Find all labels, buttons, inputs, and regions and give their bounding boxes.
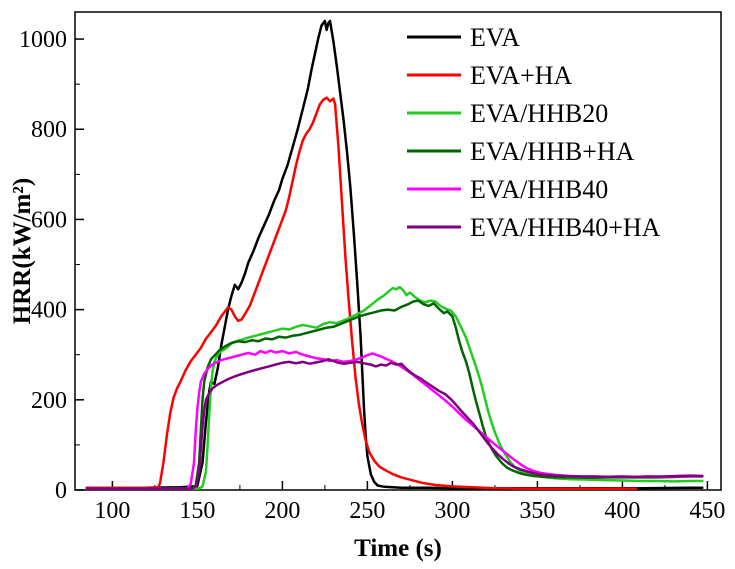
x-tick-label: 300 xyxy=(434,498,470,524)
series-line-eva-hhb-ha xyxy=(85,299,704,490)
y-tick-label: 200 xyxy=(31,388,67,414)
y-tick-label: 400 xyxy=(31,298,67,324)
x-tick-label: 400 xyxy=(604,498,640,524)
legend-label-eva-hhb-ha: EVA/HHB+HA xyxy=(470,137,635,166)
y-tick-label: 1000 xyxy=(19,27,67,53)
series-line-eva-hhb20 xyxy=(85,285,704,490)
x-axis-title: Time (s) xyxy=(354,535,442,562)
series-line-eva-hhb40 xyxy=(85,349,704,490)
y-axis-title: HRR(kW/m²) xyxy=(9,178,36,324)
x-tick-label: 150 xyxy=(179,498,215,524)
legend-label-eva-ha: EVA+HA xyxy=(470,61,573,90)
x-tick-label: 250 xyxy=(349,498,385,524)
legend-label-eva-hhb40: EVA/HHB40 xyxy=(470,175,608,204)
y-tick-label: 0 xyxy=(55,478,67,504)
x-tick-label: 350 xyxy=(519,498,555,524)
y-tick-label: 600 xyxy=(31,207,67,233)
x-tick-label: 450 xyxy=(689,498,725,524)
legend-label-eva-hhb20: EVA/HHB20 xyxy=(470,99,608,128)
axes: 100 150 200 250 300 350 400 450 0 200 400 600 800 100… xyxy=(19,27,725,524)
series-line-eva xyxy=(85,19,704,490)
legend-label-eva: EVA xyxy=(470,23,520,52)
y-tick-label: 800 xyxy=(31,117,67,143)
x-tick-label: 100 xyxy=(94,498,130,524)
series-line-eva-ha xyxy=(85,96,638,490)
legend-label-eva-hhb40-ha: EVA/HHB40+HA xyxy=(470,213,661,242)
series-line-eva-hhb40-ha xyxy=(85,357,704,490)
x-tick-label: 200 xyxy=(264,498,300,524)
plot-frame xyxy=(74,11,722,491)
legend: EVA EVA+HA EVA/HHB20 EVA/HHB+HA EVA/HHB40 EVA… xyxy=(407,23,661,242)
